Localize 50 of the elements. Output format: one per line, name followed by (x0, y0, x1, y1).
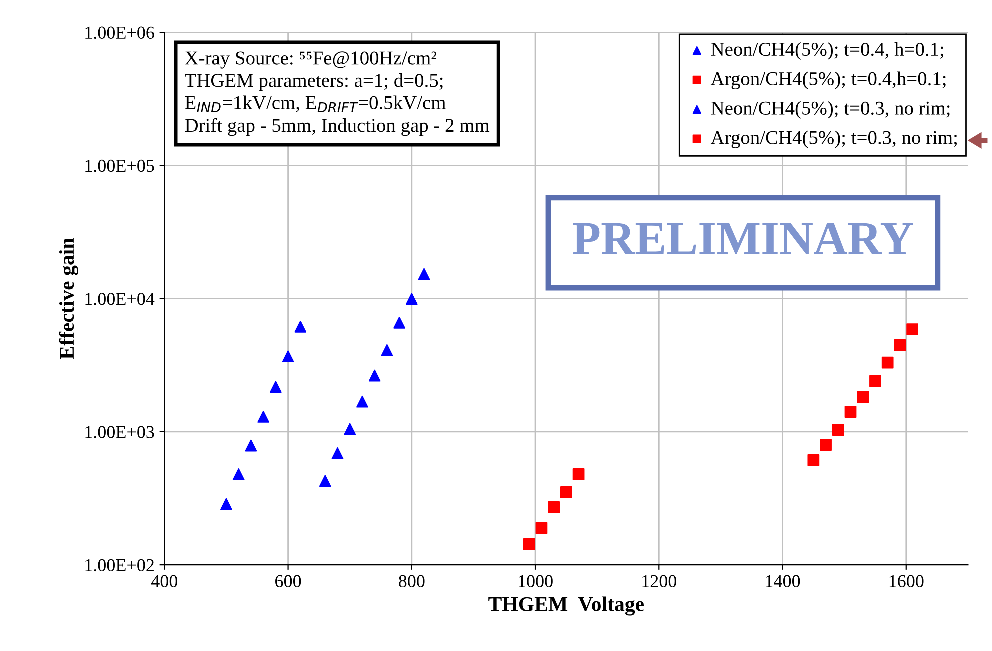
point (572, 468, 585, 480)
point (394, 316, 406, 329)
point (870, 375, 882, 388)
point (560, 486, 572, 498)
y-tick-label: 1.00E+04 (86, 293, 155, 306)
annotation: PRELIMINARY (572, 223, 914, 254)
point (245, 440, 258, 452)
point (319, 475, 332, 488)
x-tick-label: 1000 (519, 575, 553, 588)
point (368, 370, 381, 382)
y-tick-label: 1.00E+02 (86, 559, 154, 572)
point (418, 268, 430, 280)
y-tick-label: 1.00E+05 (86, 160, 154, 172)
point (820, 439, 832, 452)
point (844, 406, 857, 418)
point (381, 344, 394, 356)
point (258, 411, 270, 423)
x-tick-label: 1200 (642, 575, 677, 588)
x-tick-label: 800 (399, 575, 425, 588)
point (344, 423, 356, 436)
y-axis-title: Effective gain (59, 238, 79, 360)
y-tick-label: 1.00E+06 (86, 26, 154, 40)
point (894, 339, 906, 352)
annotation: X-ray Source: ⁵⁵Fe@100Hz/cm² THGEM parameters: a=1; d=0.5; E$_{IND}$=1kV/cm, E$_{DRIFT}$=0.5kV/cm Drift gap - 5mm, Induction gap - 2 mm (185, 52, 490, 136)
point (270, 381, 282, 393)
legend-label: Argon/CH4(5%); t=0.4,h=0.1; (710, 72, 946, 90)
point (523, 538, 536, 550)
point (882, 356, 894, 369)
x-tick-label: 1600 (890, 575, 924, 588)
point (220, 498, 232, 510)
x-tick-label: 400 (151, 575, 178, 588)
x-axis-title: THGEM Voltage (488, 596, 644, 616)
point (857, 391, 870, 404)
legend-label: Neon/CH4(5%); t=0.3, no rim; (711, 101, 950, 119)
point (406, 293, 418, 306)
point (536, 522, 548, 534)
point (332, 448, 344, 460)
point (832, 424, 844, 436)
point (548, 501, 560, 514)
point (906, 324, 918, 336)
y-tick-label: 1.00E+03 (86, 426, 154, 438)
legend-label: Argon/CH4(5%); t=0.3, no rim; (710, 130, 957, 148)
legend-label: Neon/CH4(5%); t=0.4, h=0.1; (711, 42, 944, 60)
x-tick-label: 600 (276, 575, 302, 588)
point (294, 320, 307, 333)
x-tick-label: 1400 (766, 575, 800, 588)
point (356, 396, 368, 408)
point (808, 454, 820, 466)
point (282, 350, 294, 363)
point (232, 468, 245, 480)
